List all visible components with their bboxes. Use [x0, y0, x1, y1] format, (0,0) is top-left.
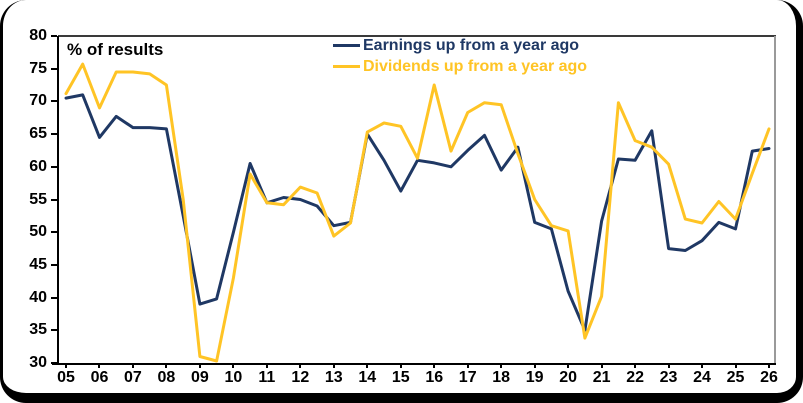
y-tick-label-65: 65	[29, 125, 47, 143]
x-axis-line	[52, 363, 776, 365]
y-tick-mark-80	[51, 35, 57, 37]
y-tick-mark-30	[51, 362, 57, 364]
x-tick-mark-09	[198, 363, 201, 368]
x-tick-label-05: 05	[57, 369, 75, 386]
dividends-line-swatch	[333, 65, 360, 68]
x-tick-label-24: 24	[693, 369, 711, 386]
x-tick-label-16: 16	[425, 369, 444, 386]
x-tick-label-20: 20	[559, 369, 578, 386]
x-tick-mark-11	[265, 363, 268, 368]
plot-border-right	[774, 36, 776, 364]
y-tick-mark-55	[51, 198, 57, 201]
series-line-dividends	[64, 62, 771, 363]
y-tick-mark-60	[51, 165, 57, 168]
series-line-earnings	[64, 93, 771, 332]
legend-label-earnings: Earnings up from a year ago	[363, 36, 580, 54]
x-tick-label-12: 12	[291, 369, 310, 386]
x-tick-mark-20	[567, 363, 570, 368]
x-tick-mark-14	[366, 363, 369, 368]
x-tick-label-15: 15	[391, 369, 410, 386]
x-tick-mark-07	[131, 363, 134, 368]
x-tick-label-07: 07	[124, 369, 142, 386]
x-tick-mark-18	[500, 363, 503, 368]
earnings-line-swatch	[333, 44, 360, 47]
y-tick-label-60: 60	[29, 157, 47, 175]
x-tick-mark-16	[433, 363, 436, 368]
x-tick-label-25: 25	[726, 369, 745, 386]
x-tick-label-13: 13	[324, 369, 343, 386]
y-tick-mark-70	[51, 100, 57, 103]
x-tick-mark-05	[65, 363, 67, 368]
x-tick-mark-22	[634, 363, 637, 368]
y-tick-mark-50	[51, 231, 57, 234]
x-tick-label-23: 23	[659, 369, 678, 386]
x-tick-mark-10	[232, 363, 235, 368]
y-tick-mark-35	[51, 329, 57, 332]
x-tick-label-09: 09	[190, 369, 209, 386]
x-tick-mark-19	[533, 363, 536, 368]
x-tick-label-17: 17	[458, 369, 477, 386]
y-axis-line	[57, 36, 59, 364]
x-tick-label-08: 08	[157, 369, 176, 386]
x-tick-label-06: 06	[90, 369, 109, 386]
x-tick-mark-25	[734, 363, 737, 368]
y-tick-label-45: 45	[29, 255, 47, 273]
y-tick-mark-45	[51, 263, 57, 266]
x-tick-mark-15	[399, 363, 402, 368]
y-tick-label-50: 50	[29, 223, 47, 241]
y-tick-label-35: 35	[29, 321, 47, 339]
x-tick-mark-26	[768, 363, 770, 368]
y-tick-label-55: 55	[29, 190, 47, 208]
y-tick-mark-65	[51, 133, 57, 136]
legend: Earnings up from a year ago Dividends up…	[333, 36, 587, 76]
x-tick-label-19: 19	[525, 369, 544, 386]
y-tick-mark-40	[51, 296, 57, 299]
legend-item-dividends: Dividends up from a year ago	[333, 57, 587, 76]
chart-series-layer	[64, 62, 771, 363]
y-tick-label-80: 80	[29, 27, 47, 44]
x-tick-mark-17	[466, 363, 469, 368]
x-tick-label-11: 11	[258, 369, 276, 386]
plot-border-top	[58, 35, 776, 37]
legend-item-earnings: Earnings up from a year ago	[333, 36, 587, 55]
x-tick-mark-24	[701, 363, 704, 368]
x-tick-label-22: 22	[626, 369, 644, 386]
x-tick-mark-12	[299, 363, 302, 368]
y-tick-label-70: 70	[29, 92, 47, 110]
x-tick-mark-23	[667, 363, 670, 368]
x-tick-mark-21	[600, 363, 603, 368]
x-tick-mark-13	[332, 363, 335, 368]
y-tick-label-30: 30	[29, 354, 47, 371]
x-tick-label-26: 26	[760, 369, 778, 386]
x-tick-mark-06	[98, 363, 101, 368]
plot-label: % of results	[67, 40, 164, 59]
y-tick-label-40: 40	[29, 288, 47, 306]
legend-label-dividends: Dividends up from a year ago	[363, 57, 588, 75]
y-tick-mark-75	[51, 67, 57, 70]
x-tick-label-14: 14	[358, 369, 377, 386]
x-tick-label-10: 10	[224, 369, 243, 386]
x-tick-mark-08	[165, 363, 168, 368]
y-tick-label-75: 75	[29, 59, 47, 77]
x-tick-label-18: 18	[492, 369, 511, 386]
x-tick-label-21: 21	[592, 369, 611, 386]
